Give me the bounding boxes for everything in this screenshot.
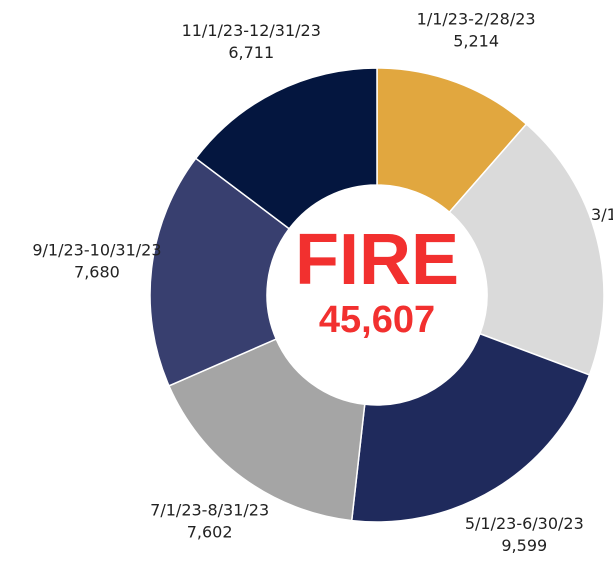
segment-value: 9,599 (501, 536, 547, 555)
segment-value: 5,214 (453, 31, 499, 50)
segment-label: 7/1/23-8/31/23 (150, 500, 269, 519)
segment-value: 7,602 (187, 522, 233, 541)
segment-label: 1/1/23-2/28/23 (417, 9, 536, 28)
segment-label: 3/1/23-4/30/23 (591, 205, 613, 224)
donut-segment (350, 332, 591, 523)
donut-segment (149, 157, 291, 387)
center-total: 45,607 (319, 299, 435, 341)
center-title: FIRE (295, 220, 459, 300)
donut-segment (194, 67, 378, 230)
donut-segment (448, 123, 605, 376)
segment-label: 11/1/23-12/31/23 (182, 21, 321, 40)
segment-label: 5/1/23-6/30/23 (465, 514, 584, 533)
donut-segment (167, 338, 366, 522)
segment-value: 6,711 (228, 43, 274, 62)
segment-label: 9/1/23-10/31/23 (32, 241, 161, 260)
segment-value: 7,680 (74, 263, 120, 282)
